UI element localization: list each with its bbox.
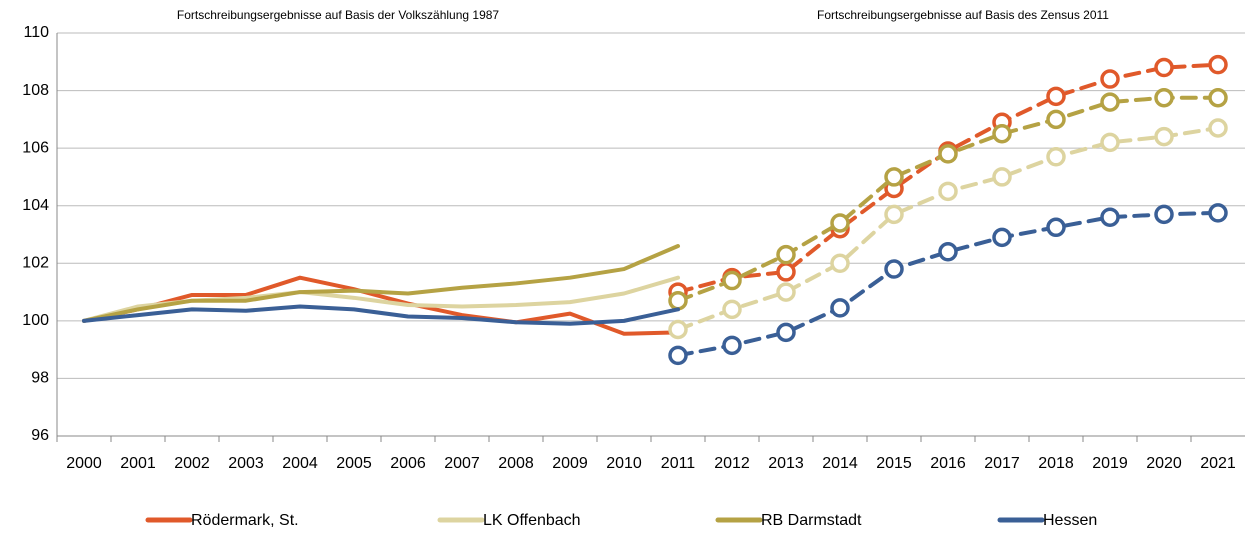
line — [82, 304, 680, 326]
marker — [1154, 126, 1174, 147]
marker — [1154, 57, 1174, 78]
marker — [830, 213, 850, 233]
x-tick-label: 2004 — [282, 455, 318, 472]
dashed-line — [676, 210, 1220, 358]
marker — [1154, 204, 1174, 225]
marker — [938, 181, 958, 202]
y-tick-label: 104 — [22, 197, 49, 214]
x-tick-label: 2013 — [768, 455, 804, 472]
marker — [992, 124, 1012, 144]
marker — [1046, 217, 1066, 238]
marker — [1046, 86, 1066, 107]
marker — [992, 167, 1012, 187]
marker — [776, 244, 796, 265]
marker — [668, 290, 688, 311]
marker — [1208, 118, 1228, 138]
marker — [1208, 203, 1228, 223]
y-tick-label: 108 — [22, 82, 49, 99]
marker — [668, 319, 688, 340]
x-tick-label: 2000 — [66, 455, 102, 472]
marker — [1154, 88, 1174, 108]
marker — [1208, 54, 1228, 75]
annotation: Fortschreibungsergebnisse auf Basis der … — [177, 8, 500, 22]
marker — [1100, 69, 1120, 89]
x-tick-label: 2006 — [390, 455, 426, 472]
marker — [722, 335, 742, 356]
line — [82, 244, 680, 323]
legend-label: LK Offenbach — [483, 512, 581, 529]
x-tick-label: 2005 — [336, 455, 372, 472]
x-tick-label: 2007 — [444, 455, 480, 472]
x-tick-label: 2016 — [930, 455, 966, 472]
legend-label: Hessen — [1043, 512, 1097, 529]
x-tick-label: 2001 — [120, 455, 156, 472]
x-tick-label: 2012 — [714, 455, 750, 472]
marker — [1100, 132, 1120, 153]
y-tick-label: 110 — [23, 24, 49, 41]
y-tick-label: 100 — [22, 312, 49, 329]
y-tick-label: 102 — [22, 255, 49, 272]
marker — [722, 299, 742, 320]
y-tick-label: 98 — [31, 370, 49, 387]
x-tick-label: 2003 — [228, 455, 264, 472]
marker — [1046, 147, 1066, 167]
marker — [722, 270, 742, 291]
marker — [1046, 109, 1066, 130]
marker — [992, 227, 1012, 248]
x-tick-label: 2014 — [822, 455, 858, 472]
marker — [938, 144, 958, 164]
marker — [884, 167, 904, 187]
marker — [1100, 207, 1120, 227]
marker — [1208, 88, 1228, 108]
x-tick-label: 2020 — [1146, 455, 1182, 472]
legend-label: RB Darmstadt — [761, 512, 862, 529]
x-tick-label: 2010 — [606, 455, 642, 472]
marker — [776, 322, 796, 343]
legend-label: Rödermark, St. — [191, 512, 299, 529]
y-tick-label: 96 — [31, 427, 49, 444]
y-tick-label: 106 — [22, 139, 49, 156]
marker — [776, 282, 796, 302]
x-tick-label: 2008 — [498, 455, 534, 472]
x-tick-label: 2011 — [661, 455, 696, 472]
marker — [1100, 92, 1120, 112]
marker — [830, 253, 850, 274]
x-tick-label: 2009 — [552, 455, 588, 472]
marker — [884, 204, 904, 225]
marker — [776, 262, 796, 282]
x-tick-label: 2021 — [1200, 455, 1236, 472]
x-tick-label: 2018 — [1038, 455, 1074, 472]
x-tick-label: 2002 — [174, 455, 210, 472]
marker — [938, 242, 958, 262]
annotation: Fortschreibungsergebnisse auf Basis des … — [817, 8, 1109, 22]
marker — [668, 345, 688, 366]
line — [82, 275, 680, 336]
marker — [830, 298, 850, 318]
x-tick-label: 2019 — [1092, 455, 1128, 472]
x-tick-label: 2017 — [984, 455, 1020, 472]
marker — [884, 259, 904, 279]
x-tick-label: 2015 — [876, 455, 912, 472]
